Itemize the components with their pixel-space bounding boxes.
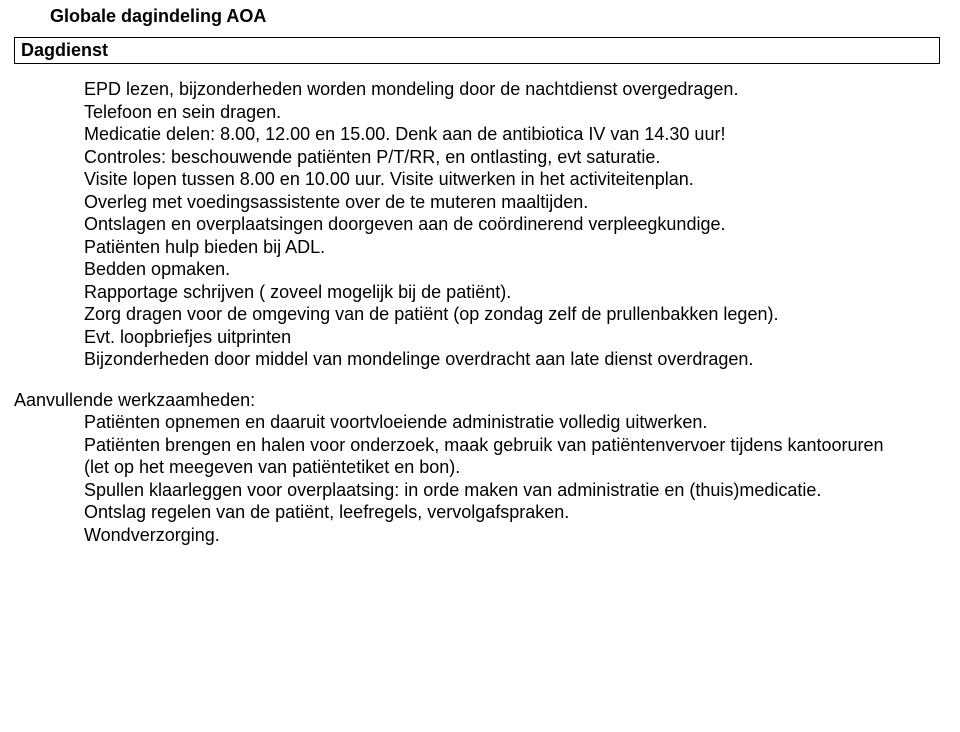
duty-line: Telefoon en sein dragen.	[84, 101, 906, 124]
duty-line: Bijzonderheden door middel van mondeling…	[84, 348, 906, 371]
duty-line: Controles: beschouwende patiënten P/T/RR…	[84, 146, 906, 169]
duty-line: Overleg met voedingsassistente over de t…	[84, 191, 906, 214]
duty-line: Patiënten brengen en halen voor onderzoe…	[84, 434, 906, 479]
duty-line: Wondverzorging.	[84, 524, 906, 547]
section-heading-box: Dagdienst	[14, 37, 940, 64]
duty-line: Evt. loopbriefjes uitprinten	[84, 326, 906, 349]
additional-duties-block: Patiënten opnemen en daaruit voortvloeie…	[84, 411, 906, 546]
duty-line: Ontslagen en overplaatsingen doorgeven a…	[84, 213, 906, 236]
sub-heading: Aanvullende werkzaamheden:	[14, 389, 946, 412]
duty-line: Patiënten opnemen en daaruit voortvloeie…	[84, 411, 906, 434]
duty-line: Patiënten hulp bieden bij ADL.	[84, 236, 906, 259]
duty-line: Zorg dragen voor de omgeving van de pati…	[84, 303, 906, 326]
page-title: Globale dagindeling AOA	[50, 6, 946, 27]
section-heading-text: Dagdienst	[21, 40, 108, 60]
duty-line: EPD lezen, bijzonderheden worden mondeli…	[84, 78, 906, 101]
main-duties-block: EPD lezen, bijzonderheden worden mondeli…	[84, 78, 906, 371]
duty-line: Visite lopen tussen 8.00 en 10.00 uur. V…	[84, 168, 906, 191]
document-page: Globale dagindeling AOA Dagdienst EPD le…	[0, 0, 960, 576]
duty-line: Rapportage schrijven ( zoveel mogelijk b…	[84, 281, 906, 304]
duty-line: Spullen klaarleggen voor overplaatsing: …	[84, 479, 906, 502]
duty-line: Medicatie delen: 8.00, 12.00 en 15.00. D…	[84, 123, 906, 146]
duty-line: Ontslag regelen van de patiënt, leefrege…	[84, 501, 906, 524]
duty-line: Bedden opmaken.	[84, 258, 906, 281]
